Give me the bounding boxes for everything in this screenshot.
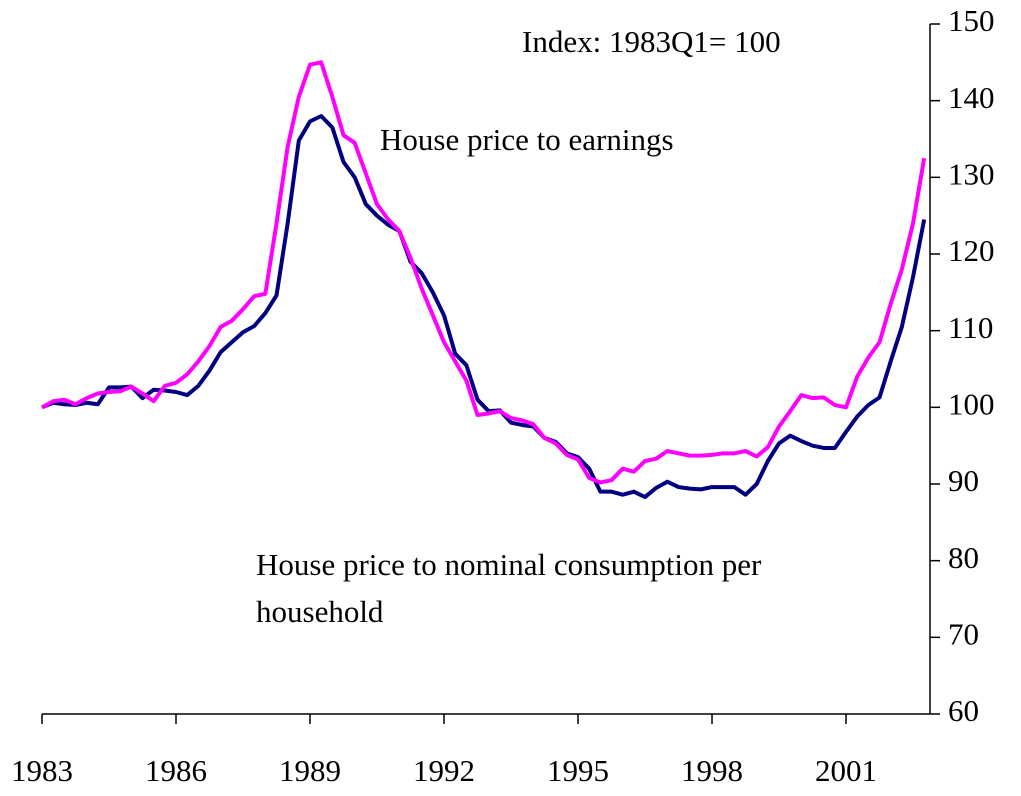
x-tick-label: 1989 <box>279 753 341 788</box>
y-tick-label: 150 <box>948 3 995 38</box>
y-tick-label: 110 <box>948 310 993 345</box>
x-tick-label: 1983 <box>11 753 73 788</box>
x-tick-label: 1986 <box>145 753 207 788</box>
annotation: Index: 1983Q1= 100 <box>522 24 781 59</box>
annotation: House price to earnings <box>380 122 674 157</box>
x-tick-label: 2001 <box>815 753 877 788</box>
annotation: House price to nominal consumption per <box>256 547 762 582</box>
x-tick-label: 1992 <box>413 753 475 788</box>
line-series <box>41 114 927 500</box>
y-tick-label: 60 <box>948 693 979 728</box>
y-tick-label: 80 <box>948 540 979 575</box>
x-tick-label: 1998 <box>681 753 743 788</box>
y-tick-label: 90 <box>948 463 979 498</box>
y-tick-label: 100 <box>948 386 995 421</box>
y-tick-label: 140 <box>948 80 995 115</box>
annotation: household <box>256 594 384 629</box>
y-tick-label: 70 <box>948 616 979 651</box>
x-tick-label: 1995 <box>547 753 609 788</box>
line-series <box>41 60 927 485</box>
y-tick-label: 130 <box>948 156 995 191</box>
y-tick-label: 120 <box>948 233 995 268</box>
